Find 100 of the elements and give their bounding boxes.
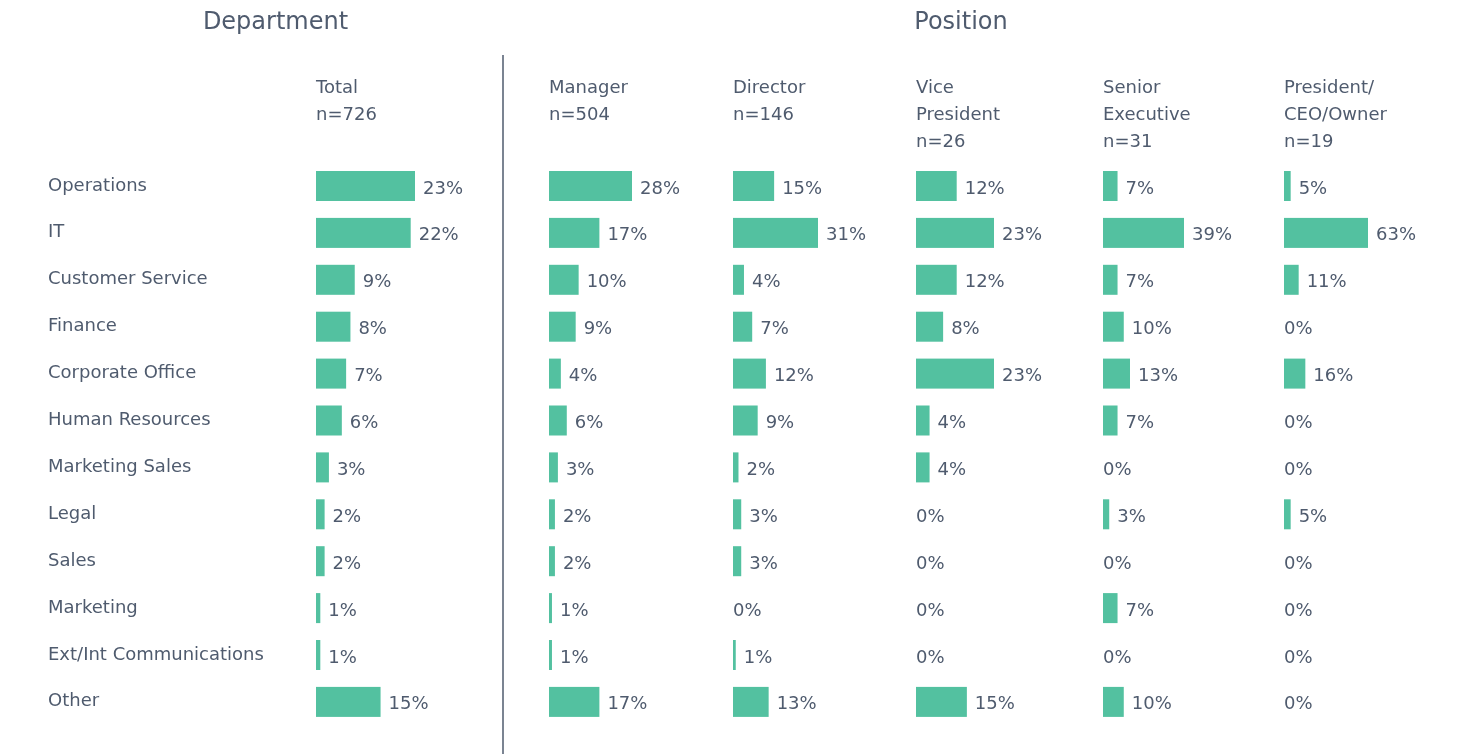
data-label: 23% xyxy=(423,176,464,198)
data-label: 0% xyxy=(1284,551,1313,573)
data-label: 12% xyxy=(773,364,814,386)
bar xyxy=(733,546,742,577)
chart-subtitle: n=31 xyxy=(1103,130,1153,151)
bar xyxy=(549,640,552,670)
bar xyxy=(316,358,347,389)
text: Department xyxy=(202,7,349,35)
y-tick-label: Human Resources xyxy=(48,408,211,429)
bar xyxy=(916,405,930,436)
data-label: 8% xyxy=(358,317,387,339)
bar xyxy=(316,640,321,670)
y-tick-label: Finance xyxy=(48,314,117,336)
bar xyxy=(316,499,325,530)
data-label: 0% xyxy=(1103,457,1132,479)
bar xyxy=(916,358,994,389)
y-tick-label: Marketing xyxy=(48,595,138,617)
bar xyxy=(1284,264,1299,295)
data-label: 0% xyxy=(1103,645,1132,667)
bar xyxy=(549,546,555,577)
bar xyxy=(549,452,558,483)
bar xyxy=(316,593,321,624)
bar xyxy=(549,171,632,201)
data-label: 0% xyxy=(916,551,945,573)
bar xyxy=(316,171,415,201)
data-label: 7% xyxy=(1125,270,1155,292)
bar xyxy=(1284,358,1306,389)
data-label: 6% xyxy=(349,411,379,432)
data-label: 12% xyxy=(964,176,1005,198)
data-label: 11% xyxy=(1306,270,1347,292)
chart-subtitle: n=726 xyxy=(316,103,377,124)
y-tick-label: Ext/Int Communications xyxy=(48,642,264,664)
y-tick-label: Other xyxy=(48,689,100,711)
data-label: 2% xyxy=(562,504,592,526)
data-label: 4% xyxy=(937,411,967,432)
bar xyxy=(316,686,381,717)
data-label: 15% xyxy=(974,692,1015,714)
data-label: 0% xyxy=(916,504,945,526)
data-label: 17% xyxy=(607,692,648,714)
bar xyxy=(733,217,818,248)
y-tick-label: Corporate Office xyxy=(48,361,197,383)
data-label: 31% xyxy=(826,223,867,245)
data-label: 12% xyxy=(964,270,1005,292)
chart-title: Director xyxy=(733,76,806,97)
bar xyxy=(316,217,411,248)
bar xyxy=(916,171,957,201)
data-label: 7% xyxy=(354,364,383,386)
bar xyxy=(316,546,325,577)
data-label: 13% xyxy=(1138,364,1179,386)
y-tick-label: Sales xyxy=(48,548,96,570)
bar xyxy=(1103,217,1184,248)
data-label: 13% xyxy=(776,692,817,714)
bar xyxy=(916,686,967,717)
bar xyxy=(733,640,736,670)
data-label: 1% xyxy=(559,645,589,667)
chart-subtitle: n=26 xyxy=(916,130,966,151)
data-label: 0% xyxy=(916,598,945,620)
data-label: 3% xyxy=(749,504,778,526)
data-label: 17% xyxy=(607,223,648,245)
data-label: 15% xyxy=(782,176,823,198)
data-label: 3% xyxy=(749,551,778,573)
bar xyxy=(916,452,930,483)
data-label: 0% xyxy=(1284,645,1313,667)
y-tick-label: Marketing Sales xyxy=(48,454,192,476)
bar xyxy=(549,686,600,717)
data-label: 1% xyxy=(559,598,589,620)
chart-title: Total xyxy=(315,76,359,97)
bar xyxy=(733,686,769,717)
chart-title: Manager xyxy=(549,76,629,97)
bar xyxy=(733,452,739,483)
bar xyxy=(549,264,579,295)
chart-subtitle: n=146 xyxy=(733,103,794,124)
y-tick-label: Operations xyxy=(48,173,147,195)
bar xyxy=(733,499,742,530)
data-label: 23% xyxy=(1002,364,1043,386)
data-label: 2% xyxy=(332,551,362,573)
data-label: 1% xyxy=(328,645,357,667)
bar xyxy=(1284,171,1291,201)
bar xyxy=(316,311,351,342)
bar xyxy=(733,264,744,295)
data-label: 4% xyxy=(751,270,781,292)
bar xyxy=(549,593,552,624)
data-label: 0% xyxy=(1284,692,1313,714)
bar xyxy=(916,264,957,295)
data-label: 8% xyxy=(951,317,980,339)
chart-subtitle: n=504 xyxy=(549,103,610,124)
data-label: 7% xyxy=(1125,411,1155,432)
data-label: 3% xyxy=(1117,504,1146,526)
bar xyxy=(733,171,775,201)
data-label: 2% xyxy=(746,457,776,479)
data-label: 22% xyxy=(418,223,459,245)
data-label: 10% xyxy=(586,270,627,292)
data-label: 39% xyxy=(1192,223,1233,245)
data-label: 0% xyxy=(1103,551,1132,573)
bar xyxy=(733,358,766,389)
bar xyxy=(1103,311,1124,342)
bar xyxy=(316,264,355,295)
data-label: 0% xyxy=(1284,598,1313,620)
data-label: 2% xyxy=(562,551,592,573)
bar xyxy=(1103,171,1118,201)
